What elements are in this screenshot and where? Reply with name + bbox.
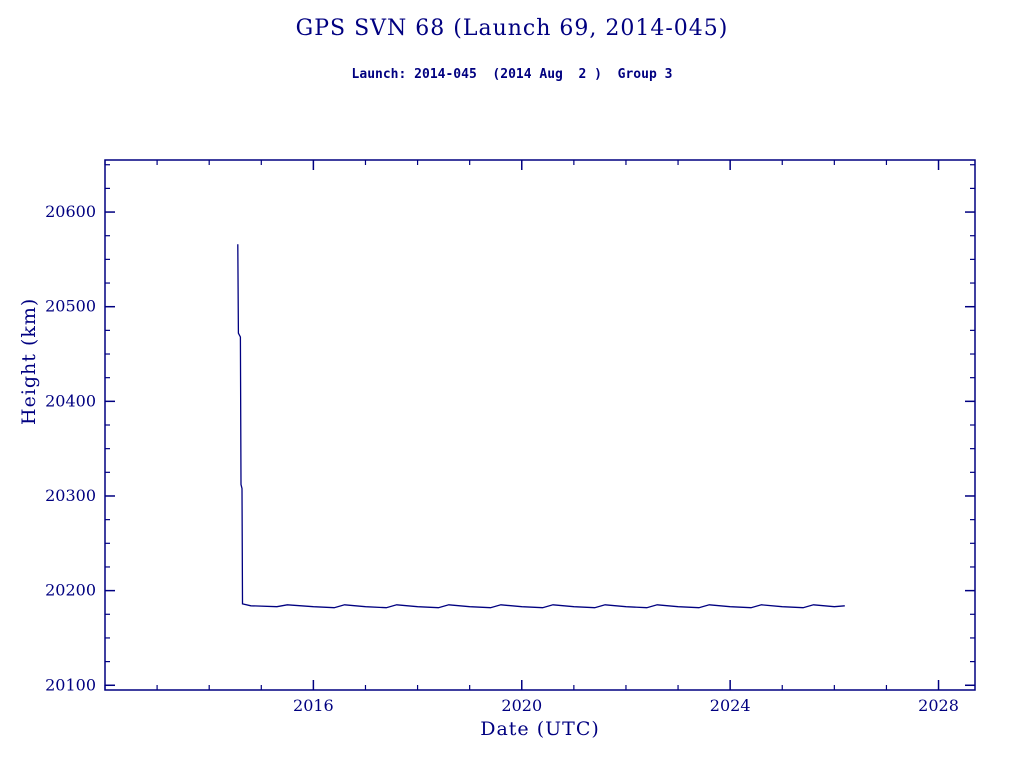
y-tick-label: 20200 (45, 581, 96, 600)
x-tick-label: 2024 (710, 696, 751, 715)
x-axis-label: Date (UTC) (480, 718, 600, 740)
chart-subtitle: Launch: 2014-045 (2014 Aug 2 ) Group 3 (351, 67, 673, 82)
y-tick-label: 20600 (45, 202, 96, 221)
plot-frame (104, 159, 976, 691)
x-tick-label: 2020 (501, 696, 542, 715)
x-tick-label: 2028 (918, 696, 959, 715)
y-tick-label: 20400 (45, 391, 96, 410)
y-tick-label: 20100 (45, 675, 96, 694)
x-tick-label: 2016 (293, 696, 334, 715)
chart-title: GPS SVN 68 (Launch 69, 2014-045) (295, 16, 729, 41)
height-line (237, 244, 845, 609)
y-tick-label: 20300 (45, 486, 96, 505)
y-tick-label: 20500 (45, 297, 96, 316)
